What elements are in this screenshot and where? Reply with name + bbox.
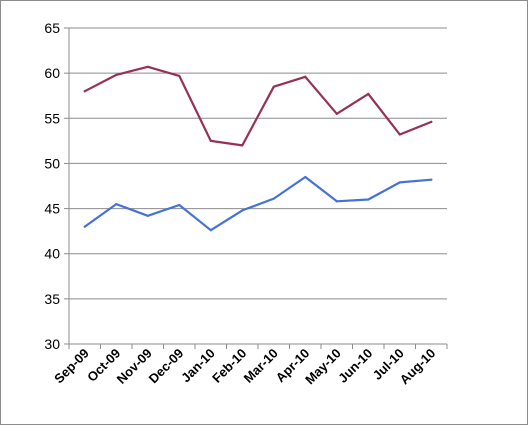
y-tick-label: 40 xyxy=(44,246,60,262)
y-tick-label: 35 xyxy=(44,291,60,307)
gridlines xyxy=(69,27,447,300)
axes xyxy=(64,27,448,349)
data-point xyxy=(146,65,149,68)
data-point xyxy=(83,225,86,228)
data-point xyxy=(430,120,433,123)
data-point xyxy=(367,198,370,201)
x-tick-label: Jun-10 xyxy=(335,346,375,386)
x-tick-label: Feb-10 xyxy=(209,346,249,386)
data-point xyxy=(146,214,149,217)
data-point xyxy=(241,144,244,147)
data-point xyxy=(209,229,212,232)
data-point xyxy=(178,203,181,207)
x-axis-tick-labels: Sep-09Oct-09Nov-09Dec-09Jan-10Feb-10Mar-… xyxy=(51,346,438,388)
data-point xyxy=(178,74,181,77)
data-point xyxy=(304,175,307,179)
data-point xyxy=(272,197,275,200)
data-point xyxy=(272,85,275,88)
y-tick-label: 45 xyxy=(44,201,60,217)
x-tick-label: May-10 xyxy=(302,346,344,388)
series-line-1 xyxy=(83,65,433,147)
series-line-2 xyxy=(83,175,433,232)
data-point xyxy=(335,200,338,203)
data-point xyxy=(115,202,118,206)
y-axis-tick-labels: 30 35 40 45 50 55 60 65 xyxy=(44,20,60,352)
y-tick-label: 30 xyxy=(44,336,60,352)
data-point xyxy=(241,209,244,212)
x-tick-label: Mar-10 xyxy=(241,346,281,386)
data-point xyxy=(304,75,307,78)
y-tick-label: 65 xyxy=(44,20,60,36)
data-point xyxy=(115,73,118,77)
y-tick-label: 50 xyxy=(44,155,60,171)
x-tick-label: Aug-10 xyxy=(397,346,439,388)
data-point xyxy=(430,178,433,181)
x-tick-label: Nov-09 xyxy=(114,346,155,387)
data-point xyxy=(367,92,370,96)
data-point xyxy=(335,112,338,115)
y-tick-label: 60 xyxy=(44,65,60,81)
series-lines xyxy=(83,65,433,232)
data-point xyxy=(398,133,401,136)
data-point xyxy=(83,90,86,93)
y-tick-label: 55 xyxy=(44,110,60,126)
data-point xyxy=(209,139,212,142)
data-point xyxy=(398,181,401,184)
x-tick-label: Dec-09 xyxy=(146,346,187,387)
